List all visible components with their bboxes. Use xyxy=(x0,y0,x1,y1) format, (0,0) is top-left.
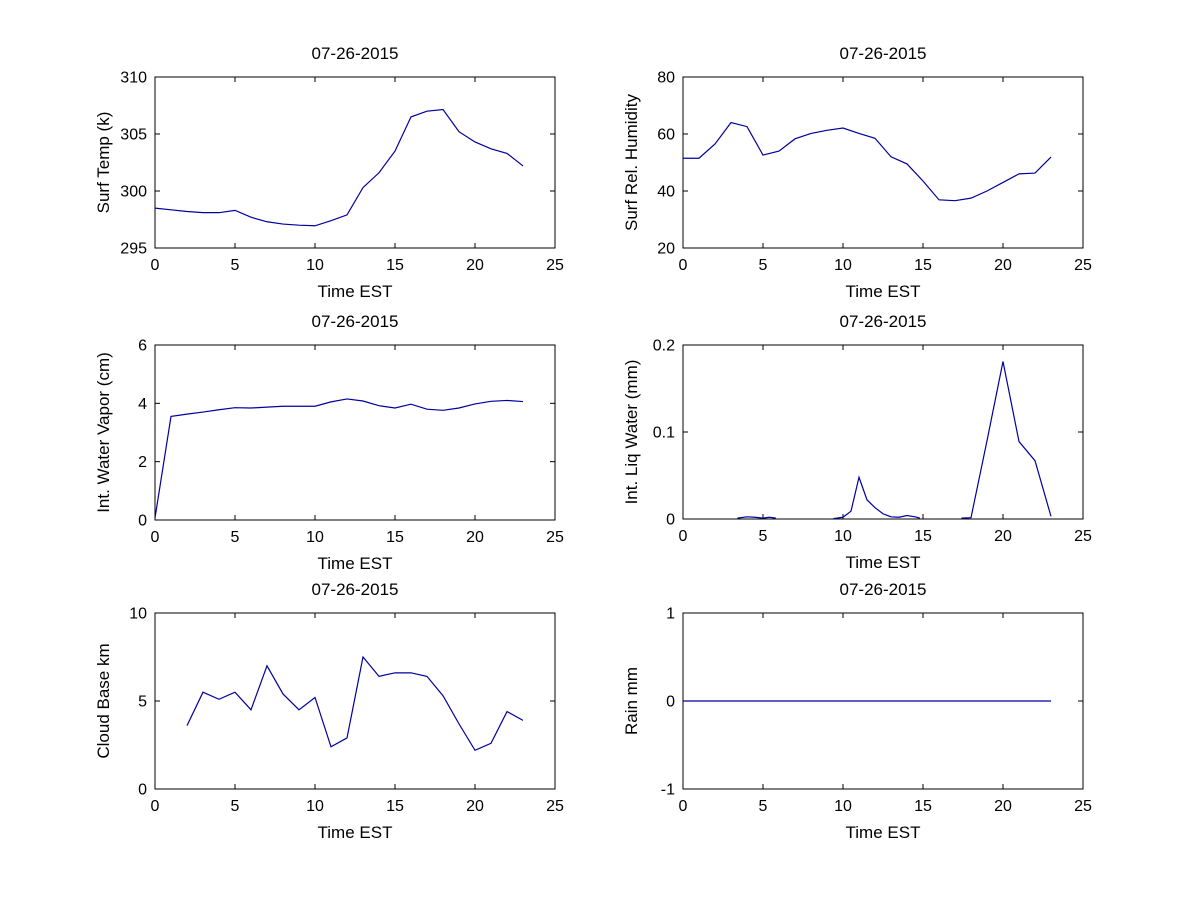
data-line-surface-temperature xyxy=(154,108,524,227)
x-tick-label: 15 xyxy=(914,528,932,545)
y-tick-label: 1 xyxy=(666,606,675,623)
y-axis-label: Surf Rel. Humidity xyxy=(622,94,641,231)
y-tick-label: 305 xyxy=(120,127,147,144)
x-tick-label: 0 xyxy=(151,529,160,546)
panel-4: 0 5 10 15 20 25 0 0.1 0.2 07-26-2015 Time EST Int. … xyxy=(622,312,1092,572)
x-tick-label: 20 xyxy=(466,529,484,546)
x-tick-label: 25 xyxy=(546,257,564,274)
y-tick-label: 0 xyxy=(666,694,675,711)
x-tick-label: 20 xyxy=(994,257,1012,274)
x-axis-label: Time EST xyxy=(846,823,921,842)
panel-title: 07-26-2015 xyxy=(840,44,927,63)
x-tick-label: 5 xyxy=(759,798,768,815)
panel-1: 0 5 10 15 20 25 295 300 305 310 07-26-2015 Time EST… xyxy=(94,44,564,301)
axes-box xyxy=(154,76,556,249)
y-tick-label: 2 xyxy=(138,454,147,471)
x-axis-label: Time EST xyxy=(318,823,393,842)
x-tick-label: 25 xyxy=(1074,257,1092,274)
x-axis-label: Time EST xyxy=(318,282,393,301)
panel-title: 07-26-2015 xyxy=(840,312,927,331)
y-tick-label: 20 xyxy=(657,241,675,258)
y-tick-label: 80 xyxy=(657,70,675,87)
data-line-integrated-liquid-water xyxy=(737,516,776,519)
axes-box xyxy=(154,344,556,521)
x-tick-label: 0 xyxy=(679,528,688,545)
y-tick-label: 0 xyxy=(666,512,675,529)
y-tick-label: 10 xyxy=(129,606,147,623)
y-tick-label: 40 xyxy=(657,184,675,201)
panel-title: 07-26-2015 xyxy=(312,312,399,331)
x-tick-label: 5 xyxy=(759,528,768,545)
y-axis-label: Int. Water Vapor (cm) xyxy=(94,352,113,513)
y-tick-label: 295 xyxy=(120,241,147,258)
x-tick-label: 10 xyxy=(306,798,324,815)
x-tick-label: 25 xyxy=(546,529,564,546)
x-tick-label: 20 xyxy=(466,257,484,274)
axes-box xyxy=(682,344,1084,520)
x-tick-label: 5 xyxy=(231,257,240,274)
y-tick-label: 6 xyxy=(138,338,147,355)
x-tick-label: 0 xyxy=(679,257,688,274)
x-axis-label: Time EST xyxy=(846,282,921,301)
x-tick-label: 5 xyxy=(759,257,768,274)
y-tick-label: 0 xyxy=(138,513,147,530)
x-axis-label: Time EST xyxy=(318,554,393,573)
y-axis-label: Surf Temp (k) xyxy=(94,112,113,214)
y-axis-label: Cloud Base km xyxy=(94,643,113,758)
x-tick-label: 15 xyxy=(386,798,404,815)
x-tick-label: 0 xyxy=(151,257,160,274)
panel-title: 07-26-2015 xyxy=(312,580,399,599)
data-line-surface-relative-humidity xyxy=(683,121,1052,202)
y-tick-label: 300 xyxy=(120,184,147,201)
x-tick-label: 15 xyxy=(914,798,932,815)
x-tick-label: 20 xyxy=(994,798,1012,815)
y-tick-label: 0.2 xyxy=(653,338,675,355)
panel-title: 07-26-2015 xyxy=(840,580,927,599)
x-tick-label: 15 xyxy=(386,529,404,546)
x-tick-label: 20 xyxy=(994,528,1012,545)
x-tick-label: 0 xyxy=(151,798,160,815)
y-tick-label: 0.1 xyxy=(653,425,675,442)
data-line-integrated-liquid-water xyxy=(961,361,1052,519)
x-tick-label: 5 xyxy=(231,529,240,546)
data-line-integrated-water-vapor xyxy=(154,398,524,519)
y-tick-label: 60 xyxy=(657,127,675,144)
x-tick-label: 25 xyxy=(1074,798,1092,815)
data-line-integrated-liquid-water xyxy=(833,475,920,520)
y-axis-label: Rain mm xyxy=(622,667,641,735)
panel-2: 0 5 10 15 20 25 20 40 60 80 07-26-2015 Time EST Surf… xyxy=(622,44,1092,301)
y-tick-label: -1 xyxy=(661,782,675,799)
x-tick-label: 10 xyxy=(306,529,324,546)
x-tick-label: 10 xyxy=(306,257,324,274)
y-tick-label: 0 xyxy=(138,782,147,799)
y-tick-label: 5 xyxy=(138,694,147,711)
x-tick-label: 10 xyxy=(834,257,852,274)
axes-box xyxy=(682,76,1084,249)
data-line-cloud-base-height xyxy=(186,655,524,752)
x-tick-label: 10 xyxy=(834,798,852,815)
x-tick-label: 10 xyxy=(834,528,852,545)
x-tick-label: 0 xyxy=(679,798,688,815)
x-tick-label: 20 xyxy=(466,798,484,815)
x-tick-label: 25 xyxy=(1074,528,1092,545)
x-axis-label: Time EST xyxy=(846,553,921,572)
x-tick-label: 15 xyxy=(386,257,404,274)
y-tick-label: 4 xyxy=(138,396,147,413)
axes-box xyxy=(154,612,556,790)
x-tick-label: 25 xyxy=(546,798,564,815)
panel-title: 07-26-2015 xyxy=(312,44,399,63)
panel-5: 0 5 10 15 20 25 0 5 10 07-26-2015 Time EST Cloud Ba… xyxy=(94,580,564,842)
y-axis-label: Int. Liq Water (mm) xyxy=(622,360,641,505)
panel-3: 0 5 10 15 20 25 0 2 4 6 07-26-2015 Time EST Int. Wat… xyxy=(94,312,564,573)
x-tick-label: 15 xyxy=(914,257,932,274)
x-tick-label: 5 xyxy=(231,798,240,815)
y-tick-label: 310 xyxy=(120,70,147,87)
